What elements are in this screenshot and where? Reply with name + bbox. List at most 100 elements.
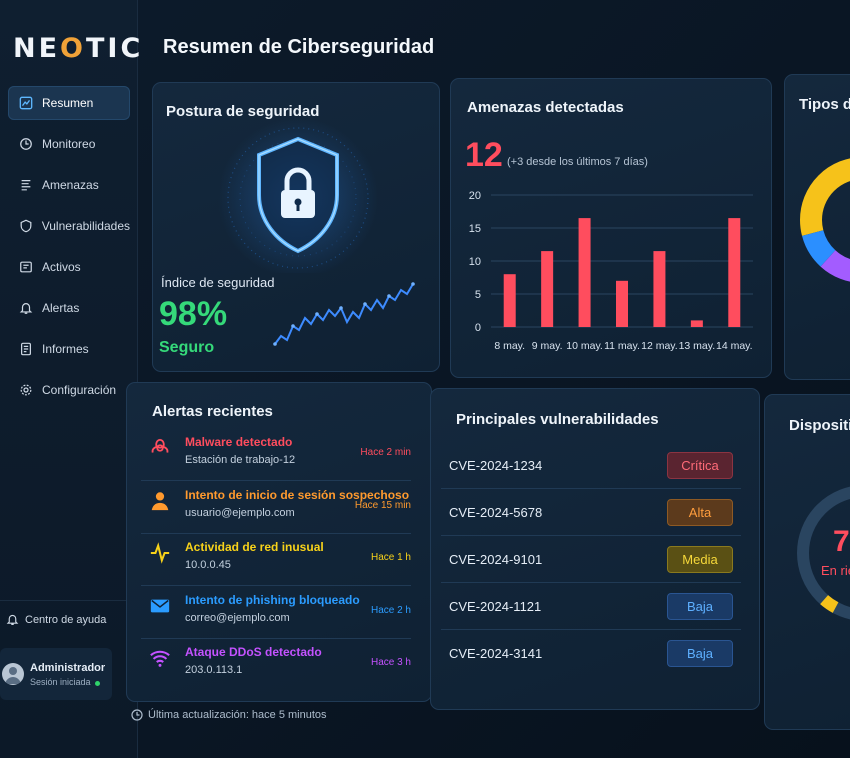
y-tick-label: 5 (475, 289, 481, 301)
x-tick-label: 12 may. (641, 340, 678, 352)
severity-badge: Alta (667, 499, 733, 526)
threat-count: 12 (465, 136, 503, 174)
sidebar-item-alertas[interactable]: Alertas (8, 291, 130, 325)
alert-time: Hace 3 h (370, 657, 411, 668)
mail-icon (149, 595, 173, 619)
sidebar-item-amenazas[interactable]: Amenazas (8, 168, 130, 202)
alert-title: Malware detectado (185, 435, 293, 449)
sidebar-item-resumen[interactable]: Resumen (8, 86, 130, 120)
vulnerability-row[interactable]: CVE-2024-9101 Media (441, 537, 741, 583)
user-status: Sesión iniciada (30, 676, 91, 687)
clock-icon (131, 709, 143, 721)
document-icon (18, 341, 34, 357)
sidebar-item-label: Vulnerabilidades (41, 219, 130, 233)
chart-icon (18, 95, 34, 111)
x-tick-label: 14 may. (716, 340, 753, 352)
threat-bar[interactable] (503, 274, 516, 327)
security-index-value: 98% (159, 295, 228, 333)
severity-badge: Crítica (667, 452, 733, 479)
alert-title: Ataque DDoS detectado (185, 645, 322, 659)
wifi-icon (149, 647, 173, 671)
alert-item[interactable]: Intento de phishing bloqueado correo@ejem… (141, 587, 411, 639)
sidebar-item-informes[interactable]: Informes (8, 332, 130, 366)
vulnerability-id: CVE-2024-3141 (449, 646, 543, 661)
vulnerability-row[interactable]: CVE-2024-1234 Crítica (441, 443, 741, 489)
x-tick-label: 11 may. (604, 340, 640, 352)
card-title: Alertas recientes (152, 403, 273, 420)
alert-source: 10.0.0.45 (185, 559, 231, 571)
security-status: Seguro (159, 339, 215, 356)
alert-title: Actividad de red inusual (185, 540, 324, 554)
vulnerability-id: CVE-2024-9101 (449, 552, 543, 567)
sidebar-item-label: Alertas (42, 301, 80, 315)
gear-icon (18, 382, 34, 398)
user-name: Administrador (30, 661, 106, 674)
x-tick-label: 13 may. (679, 340, 716, 352)
threat-bar[interactable] (653, 251, 666, 327)
threats-card: Amenazas detectadas 12 (+3 desde los últ… (450, 78, 772, 378)
devices-risk-count: 7 (833, 525, 850, 558)
biohazard-icon (149, 437, 173, 461)
threat-types-donut (800, 158, 850, 282)
alert-time: Hace 1 h (370, 552, 411, 563)
last-update: Última actualización: hace 5 minutos (131, 709, 327, 721)
monitor-icon (18, 136, 34, 152)
alert-item[interactable]: Malware detectado Estación de trabajo-12 H… (141, 429, 411, 481)
card-title: Tipos d (799, 96, 850, 113)
sidebar-item-label: Monitoreo (42, 137, 96, 151)
network-activity-icon (149, 542, 173, 566)
alert-source: 203.0.113.1 (185, 664, 243, 676)
threat-bar[interactable] (541, 251, 554, 327)
threat-bar[interactable] (616, 280, 628, 327)
sidebar-item-monitoreo[interactable]: Monitoreo (8, 127, 130, 161)
devices-risk-ring (797, 486, 850, 620)
alert-item[interactable]: Ataque DDoS detectado 203.0.113.1 Hace 3 h (141, 639, 411, 691)
sidebar-nav: Resumen Monitoreo Amenazas Vulnerabilida… (8, 86, 130, 414)
threat-change-note: (+3 desde los últimos 7 días) (507, 156, 648, 168)
alert-time: Hace 2 h (370, 604, 411, 616)
devices-risk-label: En rie (821, 563, 850, 578)
sidebar-item-activos[interactable]: Activos (8, 250, 130, 284)
sidebar: NEOTIC Resumen Monitoreo Amenazas Vulner… (0, 0, 140, 758)
y-tick-label: 0 (475, 322, 481, 334)
card-title: Amenazas detectadas (467, 99, 624, 116)
severity-badge: Media (667, 546, 733, 573)
severity-badge: Baja (667, 593, 733, 620)
threats-bar-chart: 0 5 10 15 20 8 may. 9 may. 10 may. 11 may. 12 may… (469, 190, 753, 352)
sidebar-item-vulnerabilidades[interactable]: Vulnerabilidades (8, 209, 130, 243)
security-trend-sparkline (273, 282, 415, 346)
sidebar-item-configuracion[interactable]: Configuración (8, 373, 130, 407)
sidebar-item-label: Activos (42, 260, 81, 274)
last-update-text: Última actualización: hace 5 minutos (148, 709, 327, 721)
threat-bar[interactable] (690, 320, 703, 327)
sidebar-item-label: Informes (42, 342, 89, 356)
vulnerability-row[interactable]: CVE-2024-5678 Alta (441, 490, 741, 536)
x-tick-label: 9 may. (532, 340, 563, 352)
vulnerability-id: CVE-2024-1234 (449, 458, 543, 473)
vulnerability-row[interactable]: CVE-2024-3141 Baja (441, 631, 741, 677)
alert-title: Intento de phishing bloqueado (185, 592, 360, 607)
vulnerabilities-card: Principales vulnerabilidades CVE-2024-12… (430, 388, 760, 710)
severity-badge: Baja (667, 640, 733, 667)
threat-bar[interactable] (728, 218, 741, 327)
user-profile[interactable]: Administrador Sesión iniciada (0, 648, 112, 700)
logo: NEOTIC (13, 33, 144, 64)
threat-bar[interactable] (578, 218, 591, 327)
security-posture-card: Postura de seguridad Índice de seguridad… (152, 82, 440, 372)
sidebar-item-label: Resumen (42, 96, 94, 110)
alert-time: Hace 15 min (354, 499, 411, 511)
alert-title: Intento de inicio de sesión sospechoso (185, 487, 410, 502)
x-tick-label: 10 may. (566, 340, 603, 352)
bell-outline-icon (6, 614, 19, 625)
y-tick-label: 15 (469, 223, 481, 235)
alert-item[interactable]: Actividad de red inusual 10.0.0.45 Hace 1 … (141, 534, 411, 586)
alert-source: correo@ejemplo.com (185, 611, 290, 624)
y-tick-label: 20 (469, 190, 481, 202)
alert-source: usuario@ejemplo.com (185, 506, 295, 519)
vulnerability-id: CVE-2024-1121 (449, 599, 542, 614)
shield-lock-icon (218, 118, 378, 273)
help-center-link[interactable]: Centro de ayuda (0, 600, 138, 638)
alert-item[interactable]: Intento de inicio de sesión sospechoso us… (141, 482, 411, 534)
vulnerability-row[interactable]: CVE-2024-1121 Baja (441, 584, 741, 630)
